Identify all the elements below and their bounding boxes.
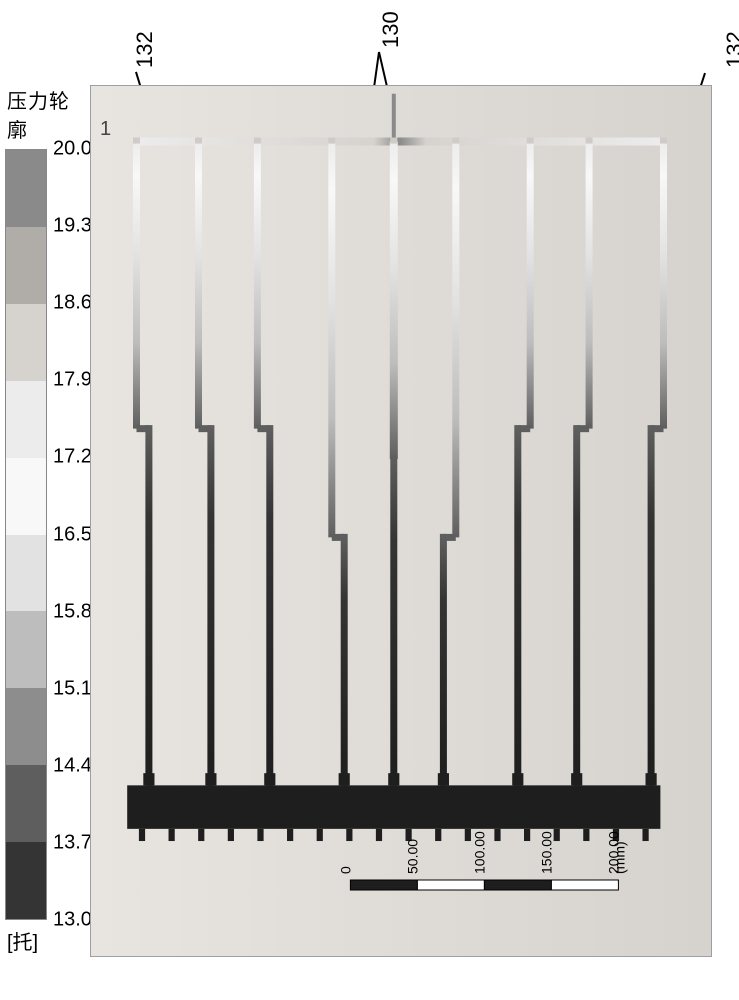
legend-tick: 15.8: [53, 600, 92, 623]
tooth: [376, 829, 382, 841]
legend-tick: 17.9: [53, 369, 92, 392]
legend-tick: 17.2: [53, 446, 92, 469]
legend-tick: 19.3: [53, 215, 92, 238]
tooth: [642, 829, 648, 841]
legend-segment: [6, 458, 46, 535]
legend-segment: [6, 381, 46, 458]
tooth: [583, 829, 589, 841]
callout-130: 130: [380, 11, 402, 48]
callout-132-left: 132: [134, 31, 156, 68]
tooth: [257, 829, 263, 841]
legend-tick: 14.4: [53, 754, 92, 777]
scale-segment: [417, 880, 484, 890]
showerhead-body: [127, 785, 660, 829]
tooth: [198, 829, 204, 841]
scale-tick: 0: [337, 866, 353, 874]
scale-tick: 150.00: [538, 831, 554, 874]
legend-segment: [6, 765, 46, 842]
legend-segment: [6, 150, 46, 227]
tooth: [169, 829, 175, 841]
legend-tick: 13.0: [53, 909, 92, 932]
tooth: [317, 829, 323, 841]
legend-segment: [6, 611, 46, 688]
legend-segment: [6, 688, 46, 765]
tooth: [554, 829, 560, 841]
tooth: [524, 829, 530, 841]
tooth: [139, 829, 145, 841]
callout-132-right: 132: [724, 31, 739, 68]
legend-segment: [6, 227, 46, 304]
scale-segment: [350, 880, 417, 890]
legend-tick: 18.6: [53, 292, 92, 315]
tooth: [494, 829, 500, 841]
legend-segment: [6, 304, 46, 381]
tooth: [228, 829, 234, 841]
legend-ticks: 20.019.318.617.917.216.515.815.114.413.7…: [47, 149, 87, 920]
scale-tick: 100.00: [471, 831, 487, 874]
legend-colorbar: [5, 149, 47, 920]
scale-unit: (mm): [611, 841, 627, 874]
legend-tick: 13.7: [53, 831, 92, 854]
legend-title: 压力轮廓: [5, 85, 87, 143]
scale-segment: [484, 880, 551, 890]
scale-segment: [551, 880, 618, 890]
legend-segment: [6, 842, 46, 919]
tooth: [435, 829, 441, 841]
tooth: [346, 829, 352, 841]
pipe-network: 050.00100.00150.00200.00(mm): [90, 85, 710, 955]
tooth: [287, 829, 293, 841]
scale-tick: 50.00: [404, 839, 420, 874]
legend-tick: 16.5: [53, 523, 92, 546]
tooth: [465, 829, 471, 841]
legend-segment: [6, 535, 46, 612]
legend-tick: 20.0: [53, 138, 92, 161]
pressure-legend: 压力轮廓 20.019.318.617.917.216.515.815.114.…: [5, 85, 87, 955]
legend-tick: 15.1: [53, 677, 92, 700]
